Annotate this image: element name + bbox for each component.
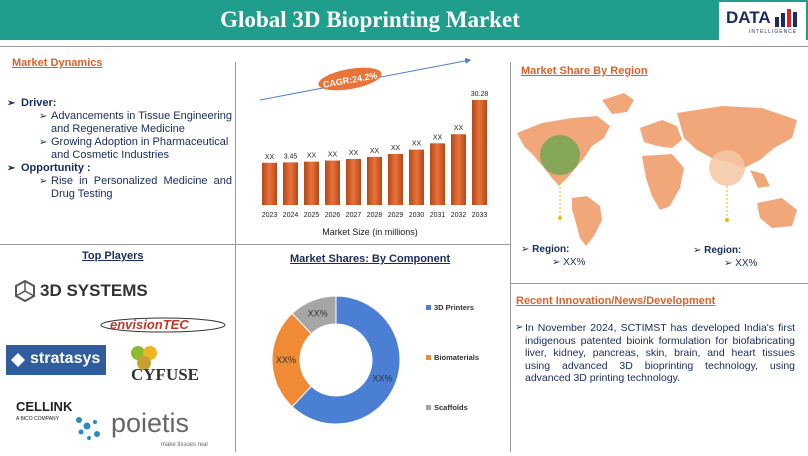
stratasys-icon [11,353,25,367]
divider-v2 [510,62,511,452]
logo-text: DATA [726,8,771,27]
bar-data-label: 30.28 [471,91,489,98]
player-logo-cyfuse: CYFUSE [127,345,217,385]
bar-2030 [409,149,424,205]
x-tick-label: 2028 [367,212,383,219]
region-left-value: ➢ XX% [552,257,586,268]
x-tick-label: 2030 [409,212,425,219]
page-title: Global 3D Bioprinting Market [220,7,520,32]
opportunity-label: Opportunity : [7,162,232,175]
legend-swatch [426,405,431,410]
bar-data-label: XX [391,145,401,152]
bar-data-label: XX [265,154,275,161]
component-donut-chart: XX% XX% XX% 3D Printers Biomaterials Scaffol… [271,295,479,425]
x-tick-label: 2024 [283,212,299,219]
header-bar: Global 3D Bioprinting Market DATA INTELL… [0,0,808,40]
legend-label: 3D Printers [434,303,474,312]
x-tick-label: 2033 [472,212,488,219]
legend-label: Biomaterials [434,353,479,362]
x-tick-label: 2032 [451,212,467,219]
bar-2027 [346,159,361,205]
bar-2023 [262,162,277,205]
logo-subtext: INTELLIGENCE [749,29,798,35]
region-highlight-asia [709,150,745,186]
donut-data-label: XX% [276,355,296,365]
logo-bars-icon [775,9,797,27]
top-players-title: Top Players [82,250,144,262]
market-size-chart: XX 2023 3.45 2024 XX 2025 XX 2026 XX 2027 XX 2028 XX… [259,57,489,237]
news-text: In November 2024, SCTIMST has developed … [515,322,795,385]
bar-data-label: XX [307,153,317,160]
player-logo-cellink: CELLINK A BICO COMPANY [16,399,73,422]
cyfuse-circles-icon [131,346,157,370]
divider-h-right [510,283,808,284]
x-tick-label: 2029 [388,212,404,219]
bar-2025 [304,161,319,205]
donut-data-label: XX% [372,373,392,383]
region-right-value: ➢ XX% [724,258,758,269]
player-logo-poietis: poietis make tissues real [75,408,220,454]
region-title: Market Share By Region [521,65,648,77]
cagr-badge: CAGR:24.2% [318,67,382,91]
opportunity-item: Rise in Personalized Medicine and Drug T… [7,175,232,201]
bar-2026 [325,160,340,205]
donut-data-label: XX% [308,309,328,319]
bar-data-label: XX [412,141,422,148]
region-highlight-north-america [540,135,580,175]
bar-data-label: XX [454,125,464,132]
divider-v1 [235,62,236,452]
poietis-dots-icon [76,417,100,440]
bar-2028 [367,156,382,205]
region-left-label: ➢ Region: [521,244,570,255]
player-logo-3d-systems: 3D SYSTEMS [14,279,148,307]
market-dynamics-title: Market Dynamics [12,57,103,69]
donut-slice-3d-printers [291,295,401,425]
bar-2031 [430,143,445,205]
donut-slice-scaffolds [291,295,337,335]
player-logo-stratasys: stratasys [6,345,106,375]
x-tick-label: 2023 [262,212,278,219]
bar-data-label: XX [349,150,359,157]
component-title: Market Shares: By Component [290,253,451,265]
legend-swatch [426,355,431,360]
region-right-label: ➢ Region: [693,245,742,256]
logo: DATA INTELLIGENCE [719,2,806,40]
3d-systems-cube-icon [15,279,35,303]
legend-swatch [426,305,431,310]
x-tick-label: 2025 [304,212,320,219]
bar-2024 [283,162,298,205]
divider-h-mid [235,244,510,245]
bar-2032 [451,134,466,205]
news-title: Recent Innovation/News/Development [516,295,716,307]
divider-h-left [0,244,235,245]
bar-data-label: XX [370,148,380,155]
driver-item: Advancements in Tissue Engineering and R… [7,110,232,136]
x-tick-label: 2027 [346,212,362,219]
bar-data-label: XX [433,134,443,141]
world-map [517,93,797,246]
market-dynamics-list: Driver: Advancements in Tissue Engineeri… [7,97,232,201]
bar-2029 [388,153,403,205]
bar-data-label: XX [328,152,338,159]
bar-data-label: 3.45 [284,153,298,160]
driver-label: Driver: [7,97,232,110]
divider-top [0,46,808,47]
x-tick-label: 2026 [325,212,341,219]
bar-2033 [472,100,487,205]
legend-label: Scaffolds [434,403,468,412]
driver-item: Growing Adoption in Pharmaceutical and C… [7,136,232,162]
x-axis-label: Market Size (in millions) [322,227,418,237]
x-tick-label: 2031 [430,212,446,219]
player-logo-envisiontec: envisionTEC [100,316,226,339]
